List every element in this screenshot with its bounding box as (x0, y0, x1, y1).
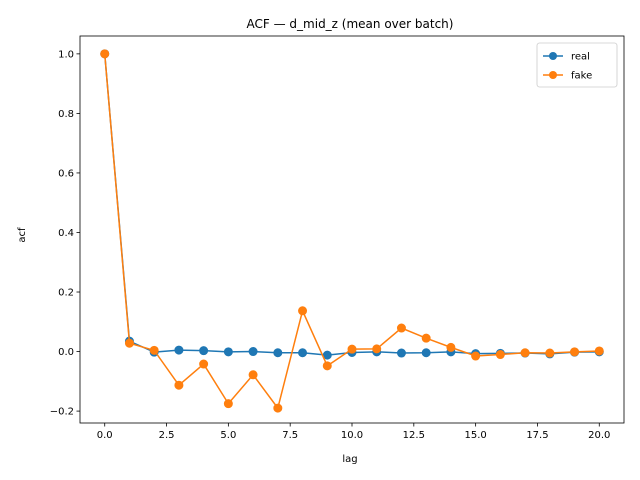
legend-box (536, 42, 618, 88)
x-tick-label: 17.5 (526, 430, 548, 441)
data-point-fake (100, 49, 110, 59)
legend-marker-real (549, 52, 557, 60)
x-tick-label: 5.0 (220, 430, 236, 441)
data-point-real (223, 347, 233, 357)
legend-label-real: real (571, 52, 590, 63)
legend-marker-fake (549, 71, 557, 79)
data-point-fake (396, 323, 406, 333)
x-tick-label: 10.0 (341, 430, 363, 441)
x-axis-label: lag (342, 454, 357, 465)
y-tick-label: 0.2 (58, 288, 74, 299)
data-point-fake (223, 399, 233, 409)
data-point-real (199, 346, 209, 356)
y-tick-label: 0.8 (58, 109, 74, 120)
y-tick-label: 0.4 (58, 228, 74, 239)
data-point-fake (248, 370, 258, 380)
data-point-real (421, 348, 431, 358)
x-tick-label: 12.5 (403, 430, 425, 441)
axes-frame (79, 35, 625, 424)
series-layer (100, 49, 604, 413)
x-tick-label: 0.0 (97, 430, 113, 441)
y-axis-label: acf (17, 227, 28, 243)
data-point-fake (149, 345, 159, 355)
data-point-fake (199, 359, 209, 369)
x-tick-label: 20.0 (588, 430, 610, 441)
data-point-fake (273, 403, 283, 413)
legend: real fake (536, 42, 618, 88)
data-point-fake (446, 342, 456, 352)
y-tick-label: 1.0 (58, 49, 74, 60)
data-point-fake (545, 348, 555, 358)
data-point-fake (594, 346, 604, 356)
data-point-fake (495, 350, 505, 360)
legend-label-fake: fake (571, 71, 592, 82)
data-point-fake (322, 361, 332, 371)
data-point-fake (347, 344, 357, 354)
data-point-fake (570, 347, 580, 357)
data-point-real (298, 348, 308, 358)
data-point-fake (520, 348, 530, 358)
data-point-real (396, 348, 406, 358)
chart-title: ACF — d_mid_z (mean over batch) (247, 17, 454, 31)
x-tick-label: 2.5 (159, 430, 175, 441)
x-tick-label: 7.5 (282, 430, 298, 441)
y-tick-label: 0.0 (58, 347, 74, 358)
data-point-fake (471, 351, 481, 361)
x-axis-ticks: 0.0 2.5 5.0 7.5 10.0 12.5 15.0 17.5 20.0 (97, 423, 610, 441)
x-tick-label: 15.0 (465, 430, 487, 441)
series-fake (100, 49, 604, 413)
data-point-real (248, 347, 258, 357)
data-point-fake (372, 344, 382, 354)
y-axis-ticks: −0.2 0.0 0.2 0.4 0.6 0.8 1.0 (50, 49, 80, 418)
y-tick-label: 0.6 (58, 168, 74, 179)
y-tick-label: −0.2 (50, 407, 74, 418)
data-point-real (174, 345, 184, 355)
data-point-fake (298, 306, 308, 316)
series-line-real (103, 53, 600, 356)
data-point-fake (421, 333, 431, 343)
data-point-fake (124, 338, 134, 348)
plot-area (79, 35, 625, 424)
data-point-real (273, 348, 283, 358)
series-real (100, 49, 604, 360)
data-point-fake (174, 380, 184, 390)
